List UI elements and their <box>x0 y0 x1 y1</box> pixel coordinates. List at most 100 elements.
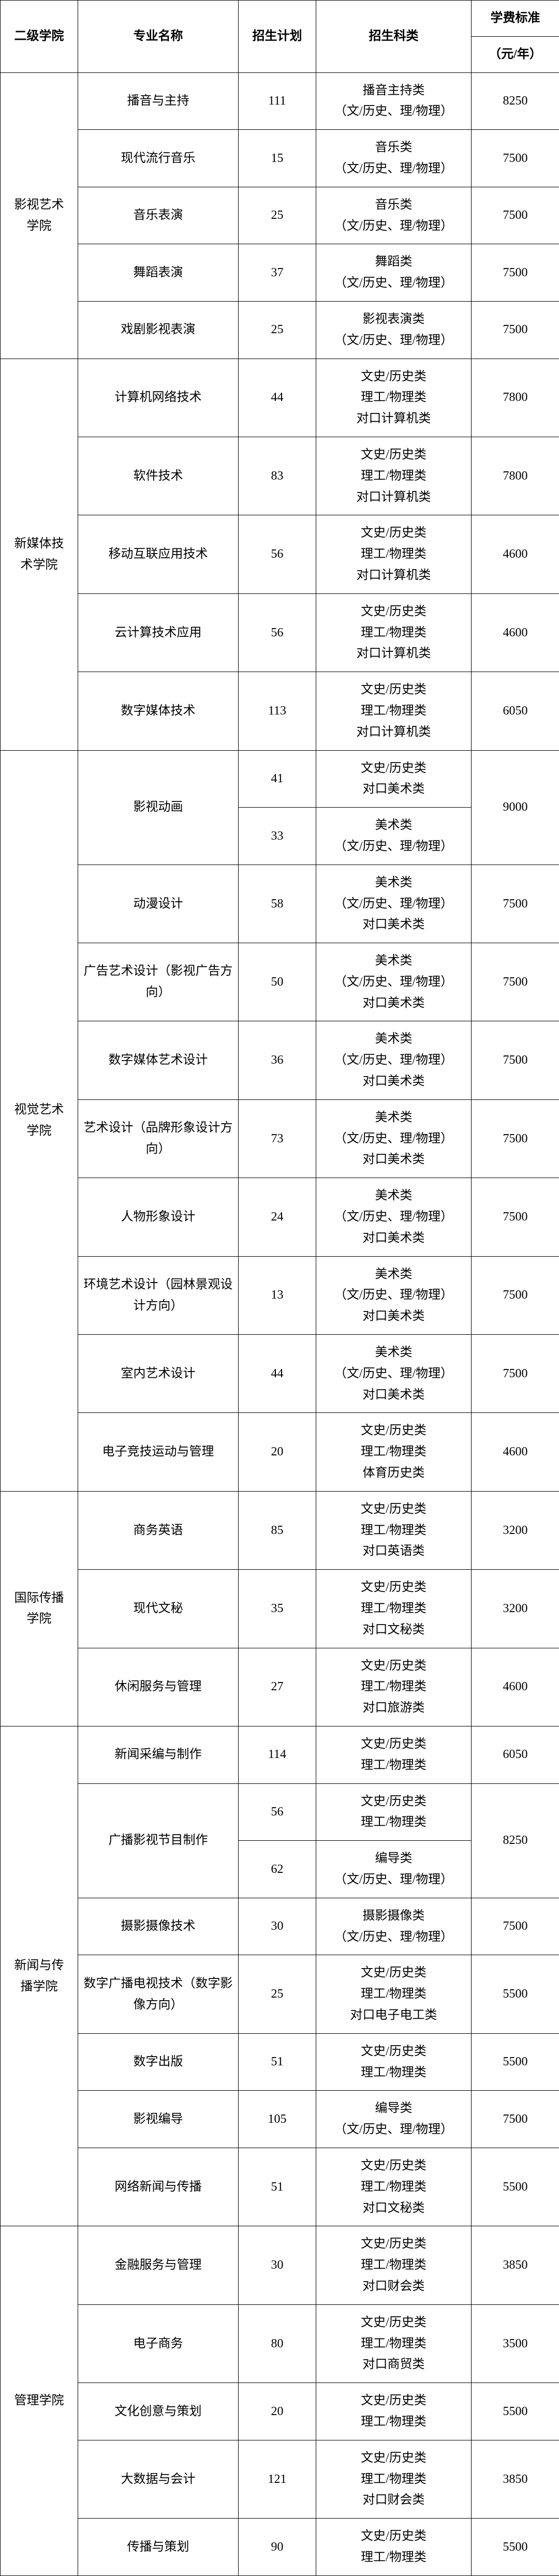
plan-cell: 30 <box>239 1898 316 1955</box>
category-cell: 美术类（文/历史、理/物理）对口美术类 <box>316 1099 472 1178</box>
table-row: 戏剧影视表演25影视表演类（文/历史、理/物理）7500 <box>1 301 559 359</box>
fee-cell: 6050 <box>472 1726 559 1784</box>
header-tuition-group: 学费标准 <box>472 1 559 37</box>
table-row: 国际传播学院商务英语85文史/历史类理工/物理类对口英语类3200 <box>1 1491 559 1569</box>
plan-cell: 27 <box>239 1648 316 1726</box>
category-cell: 文史/历史类理工/物理类对口电子电工类 <box>316 1955 472 2033</box>
fee-cell: 4600 <box>472 593 559 672</box>
major-cell: 环境艺术设计（园林景观设计方向） <box>78 1256 239 1334</box>
major-cell: 新闻采编与制作 <box>78 1726 239 1784</box>
category-cell: 文史/历史类理工/物理类体育历史类 <box>316 1413 472 1491</box>
category-cell: 文史/历史类理工/物理类对口计算机类 <box>316 359 472 437</box>
plan-cell: 15 <box>239 130 316 187</box>
fee-cell: 7500 <box>472 1178 559 1256</box>
fee-cell: 5500 <box>472 2383 559 2440</box>
major-cell: 室内艺术设计 <box>78 1335 239 1413</box>
major-cell: 软件技术 <box>78 437 239 515</box>
major-cell: 舞蹈表演 <box>78 244 239 302</box>
plan-cell: 62 <box>239 1841 316 1898</box>
table-row: 电子竞技运动与管理20文史/历史类理工/物理类体育历史类4600 <box>1 1413 559 1491</box>
plan-cell: 56 <box>239 1783 316 1841</box>
table-row: 数字媒体艺术设计36美术类（文/历史、理/物理）对口美术类7500 <box>1 1021 559 1099</box>
table-row: 广播影视节目制作56文史/历史类理工/物理类8250 <box>1 1783 559 1841</box>
plan-cell: 80 <box>239 2304 316 2383</box>
table-row: 新媒体技术学院计算机网络技术44文史/历史类理工/物理类对口计算机类7800 <box>1 359 559 437</box>
fee-cell: 6050 <box>472 672 559 750</box>
fee-cell: 7500 <box>472 865 559 943</box>
table-row: 新闻与传播学院新闻采编与制作114文史/历史类理工/物理类6050 <box>1 1726 559 1784</box>
plan-cell: 113 <box>239 672 316 750</box>
plan-cell: 25 <box>239 187 316 244</box>
category-cell: 文史/历史类理工/物理类 <box>316 1726 472 1784</box>
category-cell: 编导类（文/历史、理/物理） <box>316 2091 472 2148</box>
category-cell: 美术类（文/历史、理/物理）对口美术类 <box>316 1256 472 1334</box>
plan-cell: 25 <box>239 301 316 359</box>
plan-cell: 24 <box>239 1178 316 1256</box>
fee-cell: 7500 <box>472 1898 559 1955</box>
major-cell: 动漫设计 <box>78 865 239 943</box>
fee-cell: 4600 <box>472 515 559 593</box>
table-header: 二级学院 专业名称 招生计划 招生科类 学费标准 （元/年） <box>1 1 559 73</box>
major-cell: 网络新闻与传播 <box>78 2148 239 2226</box>
college-cell: 国际传播学院 <box>1 1491 78 1726</box>
category-cell: 美术类（文/历史、理/物理） <box>316 808 472 865</box>
plan-cell: 73 <box>239 1099 316 1178</box>
table-row: 音乐表演25音乐类（文/历史、理/物理）7500 <box>1 187 559 244</box>
table-row: 艺术设计（品牌形象设计方向）73美术类（文/历史、理/物理）对口美术类7500 <box>1 1099 559 1178</box>
college-cell: 影视艺术学院 <box>1 72 78 359</box>
fee-cell: 8250 <box>472 1783 559 1898</box>
table-row: 影视艺术学院播音与主持111播音主持类（文/历史、理/物理）8250 <box>1 72 559 130</box>
fee-cell: 7500 <box>472 1099 559 1178</box>
table-row: 移动互联应用技术56文史/历史类理工/物理类对口计算机类4600 <box>1 515 559 593</box>
table-row: 广告艺术设计（影视广告方向）50美术类（文/历史、理/物理）对口美术类7500 <box>1 943 559 1021</box>
plan-cell: 56 <box>239 515 316 593</box>
plan-cell: 13 <box>239 1256 316 1334</box>
table-row: 现代流行音乐15音乐类（文/历史、理/物理）7500 <box>1 130 559 187</box>
major-cell: 商务英语 <box>78 1491 239 1569</box>
table-row: 动漫设计58美术类（文/历史、理/物理）对口美术类7500 <box>1 865 559 943</box>
category-cell: 美术类（文/历史、理/物理）对口美术类 <box>316 865 472 943</box>
fee-cell: 8250 <box>472 72 559 130</box>
college-cell: 新媒体技术学院 <box>1 359 78 750</box>
fee-cell: 4600 <box>472 1648 559 1726</box>
plan-cell: 36 <box>239 1021 316 1099</box>
table-row: 电子商务80文史/历史类理工/物理类对口商贸类3500 <box>1 2304 559 2383</box>
fee-cell: 3500 <box>472 2304 559 2383</box>
enrollment-table: 二级学院 专业名称 招生计划 招生科类 学费标准 （元/年） 影视艺术学院播音与… <box>0 0 559 2576</box>
major-cell: 文化创意与策划 <box>78 2383 239 2440</box>
table-body: 影视艺术学院播音与主持111播音主持类（文/历史、理/物理）8250现代流行音乐… <box>1 72 559 2575</box>
category-cell: 播音主持类（文/历史、理/物理） <box>316 72 472 130</box>
fee-cell: 7500 <box>472 1021 559 1099</box>
plan-cell: 111 <box>239 72 316 130</box>
table-row: 传播与策划90文史/历史类理工/物理类5500 <box>1 2519 559 2576</box>
fee-cell: 9000 <box>472 750 559 865</box>
major-cell: 人物形象设计 <box>78 1178 239 1256</box>
category-cell: 文史/历史类理工/物理类对口英语类 <box>316 1491 472 1569</box>
table-row: 管理学院金融服务与管理30文史/历史类理工/物理类对口财会类3850 <box>1 2226 559 2304</box>
category-cell: 美术类（文/历史、理/物理）对口美术类 <box>316 943 472 1021</box>
table-row: 云计算技术应用56文史/历史类理工/物理类对口计算机类4600 <box>1 593 559 672</box>
plan-cell: 44 <box>239 1335 316 1413</box>
plan-cell: 51 <box>239 2148 316 2226</box>
header-category: 招生科类 <box>316 1 472 73</box>
fee-cell: 5500 <box>472 2519 559 2576</box>
plan-cell: 37 <box>239 244 316 302</box>
category-cell: 文史/历史类理工/物理类 <box>316 2383 472 2440</box>
plan-cell: 85 <box>239 1491 316 1569</box>
header-tuition-unit: （元/年） <box>472 36 559 72</box>
major-cell: 影视编导 <box>78 2091 239 2148</box>
table-row: 现代文秘35文史/历史类理工/物理类对口文秘类3200 <box>1 1570 559 1648</box>
fee-cell: 3850 <box>472 2440 559 2518</box>
plan-cell: 58 <box>239 865 316 943</box>
fee-cell: 5500 <box>472 1955 559 2033</box>
fee-cell: 3200 <box>472 1570 559 1648</box>
table-row: 数字广播电视技术（数字影像方向）25文史/历史类理工/物理类对口电子电工类550… <box>1 1955 559 2033</box>
category-cell: 文史/历史类理工/物理类对口旅游类 <box>316 1648 472 1726</box>
category-cell: 文史/历史类理工/物理类 <box>316 2519 472 2576</box>
category-cell: 编导类（文/历史、理/物理） <box>316 1841 472 1898</box>
plan-cell: 56 <box>239 593 316 672</box>
fee-cell: 7500 <box>472 1335 559 1413</box>
major-cell: 戏剧影视表演 <box>78 301 239 359</box>
table-row: 数字媒体技术113文史/历史类理工/物理类对口计算机类6050 <box>1 672 559 750</box>
table-row: 大数据与会计121文史/历史类理工/物理类对口财会类3850 <box>1 2440 559 2518</box>
